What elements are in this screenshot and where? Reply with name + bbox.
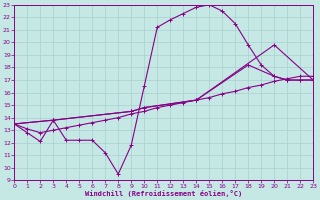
X-axis label: Windchill (Refroidissement éolien,°C): Windchill (Refroidissement éolien,°C) [85,190,242,197]
